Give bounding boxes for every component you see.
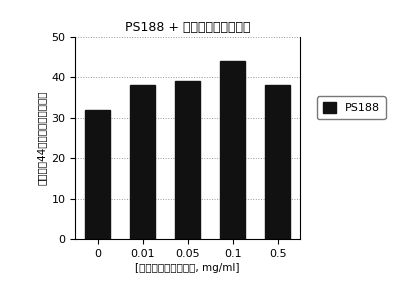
Bar (130, 85, 155, 239)
Bar (175, 81, 200, 239)
X-axis label: [ペントキシフィリン, mg/ml]: [ペントキシフィリン, mg/ml] (136, 263, 240, 273)
Bar (85, 110, 110, 239)
Y-axis label: エキソン44スキッピングの割合: エキソン44スキッピングの割合 (37, 91, 47, 185)
Legend: PS188: PS188 (317, 96, 385, 119)
Bar (220, 61, 245, 239)
Title: PS188 + ペントキシフィリン: PS188 + ペントキシフィリン (125, 21, 250, 34)
Bar (265, 85, 290, 239)
